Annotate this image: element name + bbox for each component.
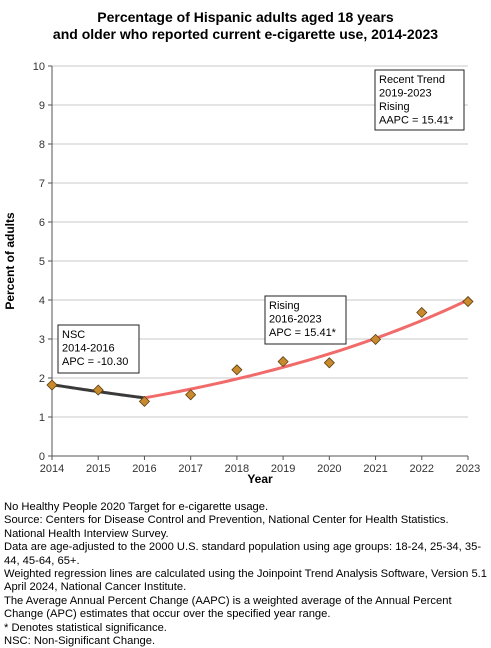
annotation-1-line-1: NSC [62,329,85,341]
y-tick-label-3: 3 [39,334,45,346]
footnote-3: Data are age-adjusted to the 2000 U.S. s… [4,541,482,567]
footnote-5: The Average Annual Percent Change (AAPC)… [4,594,452,621]
footnote-4: Weighted regression lines are calculated… [4,568,487,594]
footnote-2: Source: Centers for Disease Control and … [4,514,449,540]
y-tick-label-4: 4 [39,295,45,307]
data-point-2016 [138,395,151,407]
chart-svg: 0 1 2 3 4 5 6 7 8 9 10 2014 2015 2016 2017 2018 2019 2020… [3,61,480,486]
data-point-2022 [416,306,428,319]
chart-title: Percentage of Hispanic adults aged 18 ye… [0,9,491,43]
annotation-frame-3 [374,69,465,131]
data-point-2023 [462,295,474,308]
footnote-6: * Denotes statistical significance. [4,621,167,634]
y-axis-title: Percent of adults [3,212,17,310]
x-tick-label-2016: 2016 [132,463,156,475]
trend-line-2 [142,298,470,400]
y-tick-label-5: 5 [39,256,45,268]
x-tick-label-2022: 2022 [410,463,434,475]
data-point-2018 [231,364,243,376]
annotation-3-line-2: 2019-2023 [379,88,432,100]
chart-title-line-2: and older who reported current e-cigaret… [52,26,439,42]
x-tick-label-2020: 2020 [317,463,341,475]
annotation-frame-1 [57,324,140,374]
x-axis-title: Year [247,472,273,486]
data-point-2019 [277,356,289,368]
data-point-2014 [46,379,58,391]
y-tick-label-1: 1 [39,412,45,424]
y-tick-label-6: 6 [39,217,45,229]
footnote-7: NSC: Non-Significant Change. [4,635,156,648]
annotation-2-line-1: Rising [269,300,300,312]
annotation-3-line-3: Rising [379,101,410,113]
y-tick-label-0: 0 [39,451,45,463]
footnotes: No Healthy People 2020 Target for e-ciga… [4,501,488,648]
x-tick-label-2017: 2017 [178,463,202,475]
annotation-2-line-3: APC = 15.41* [269,327,337,339]
x-tick-label-2023: 2023 [456,463,480,475]
annotation-frame-2 [264,295,347,345]
annotation-3-line-4: AAPC = 15.41* [379,115,454,127]
chart-title-line-1: Percentage of Hispanic adults aged 18 ye… [97,9,394,25]
annotation-3-line-1: Recent Trend [379,74,445,86]
y-tick-label-2: 2 [39,373,45,385]
data-point-2021 [369,333,382,345]
annotation-1-line-2: 2014-2016 [62,343,115,355]
x-tick-label-2014: 2014 [40,463,64,475]
footnote-1: No Healthy People 2020 Target for e-ciga… [4,501,269,513]
x-tick-label-2021: 2021 [363,463,387,475]
x-tick-label-2018: 2018 [225,463,249,475]
data-point-2017 [185,389,197,401]
y-tick-label-10: 10 [33,61,45,73]
annotation-2-line-2: 2016-2023 [269,314,322,326]
x-tick-label-2019: 2019 [271,463,295,475]
data-point-2015 [92,384,104,396]
y-tick-label-7: 7 [39,178,45,190]
annotation-1-line-3: APC = -10.30 [62,356,128,368]
x-tick-label-2015: 2015 [86,463,110,475]
data-point-2020 [323,357,335,369]
y-tick-label-8: 8 [39,139,45,151]
y-tick-label-9: 9 [39,100,45,112]
